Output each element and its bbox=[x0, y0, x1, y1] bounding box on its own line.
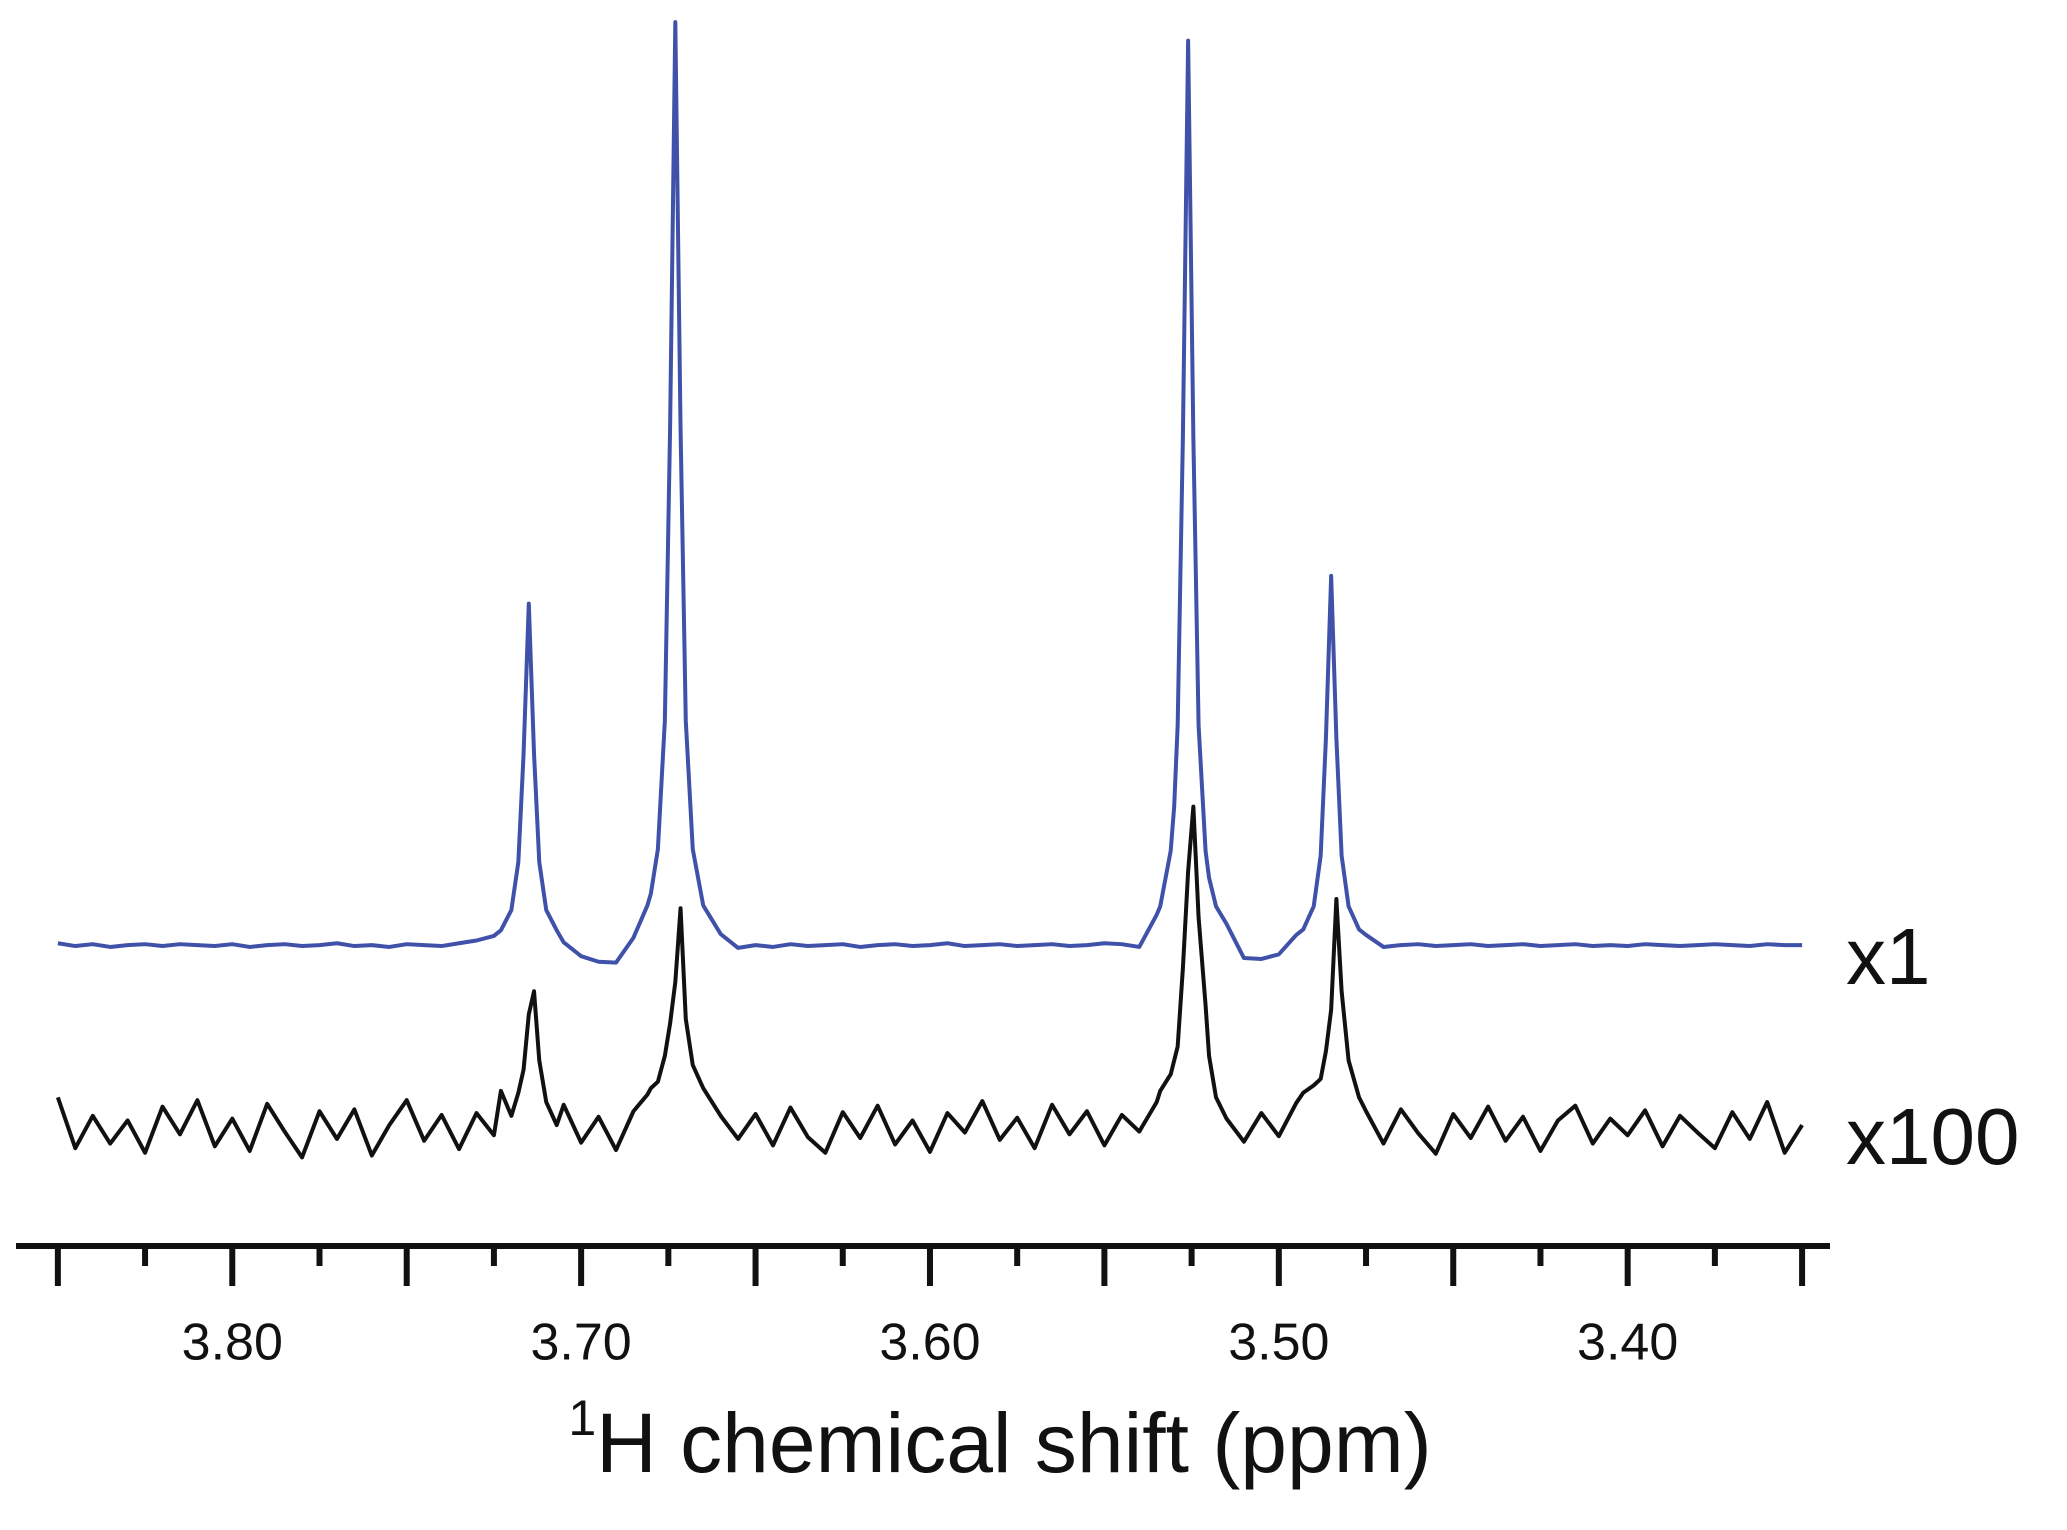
x-tick-label: 3.80 bbox=[182, 1314, 283, 1372]
x-axis-title: 1H chemical shift (ppm) bbox=[568, 1390, 1431, 1490]
spectrum-line bbox=[55, 804, 1804, 1160]
x-tick-label: 3.50 bbox=[1228, 1314, 1329, 1372]
spectrum-line bbox=[57, 20, 1803, 965]
x-axis-title-text: H chemical shift (ppm) bbox=[596, 1396, 1432, 1490]
x-tick-label: 3.70 bbox=[531, 1314, 632, 1372]
x-tick-label: 3.60 bbox=[879, 1314, 980, 1372]
series-label: x100 bbox=[1846, 1092, 2019, 1181]
x-tick-label: 3.40 bbox=[1577, 1314, 1678, 1372]
series-label: x1 bbox=[1846, 912, 1931, 1001]
x-axis-title-superscript: 1 bbox=[568, 1390, 596, 1446]
